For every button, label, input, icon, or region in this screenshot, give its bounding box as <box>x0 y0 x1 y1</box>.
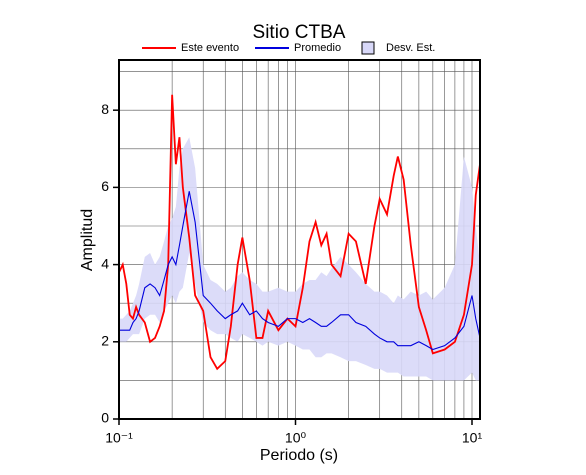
x-tick-label: 10⁰ <box>285 430 307 446</box>
legend-label: Promedio <box>294 42 341 54</box>
x-tick-label: 10¹ <box>462 430 483 446</box>
x-tick-label: 10⁻¹ <box>105 430 133 446</box>
plot-frame <box>118 59 481 420</box>
x-axis-label: Periodo (s) <box>260 447 338 464</box>
y-tick-label: 6 <box>101 178 109 194</box>
chart-title: Sitio CTBA <box>253 22 346 43</box>
y-tick-label: 0 <box>101 410 109 426</box>
legend-label: Este evento <box>181 42 239 54</box>
y-axis-label: Amplitud <box>79 209 96 271</box>
y-tick-label: 2 <box>101 332 109 348</box>
y-tick-label: 8 <box>101 101 109 117</box>
series-line <box>118 94 481 371</box>
legend-label: Desv. Est. <box>386 42 435 54</box>
std-band <box>119 137 480 381</box>
legend-swatch <box>361 41 375 55</box>
y-tick-label: 4 <box>101 255 109 271</box>
series-line <box>119 191 481 351</box>
